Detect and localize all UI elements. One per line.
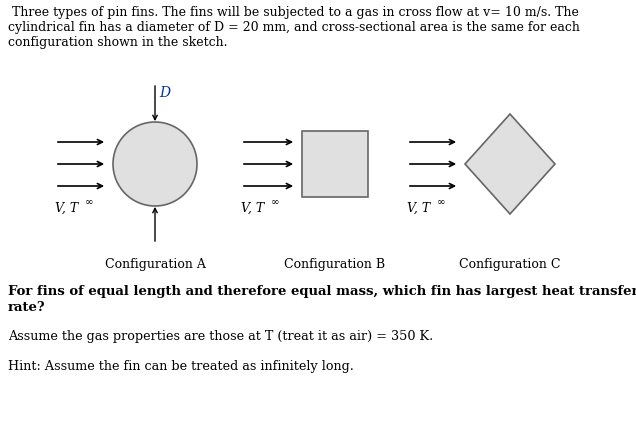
Text: Assume the gas properties are those at T (treat it as air) = 350 K.: Assume the gas properties are those at T… xyxy=(8,329,433,342)
Text: ∞: ∞ xyxy=(437,197,446,206)
Text: V, T: V, T xyxy=(407,202,430,215)
Text: Configuration B: Configuration B xyxy=(284,258,385,270)
Text: configuration shown in the sketch.: configuration shown in the sketch. xyxy=(8,36,228,49)
Text: V, T: V, T xyxy=(241,202,264,215)
Text: rate?: rate? xyxy=(8,300,46,313)
Text: ∞: ∞ xyxy=(85,197,93,206)
Polygon shape xyxy=(465,115,555,215)
Bar xyxy=(302,132,368,197)
Text: Hint: Assume the fin can be treated as infinitely long.: Hint: Assume the fin can be treated as i… xyxy=(8,359,354,372)
Text: Three types of pin fins. The fins will be subjected to a gas in cross flow at v=: Three types of pin fins. The fins will b… xyxy=(8,6,579,19)
Text: V, T: V, T xyxy=(55,202,78,215)
Circle shape xyxy=(113,123,197,206)
Text: D: D xyxy=(159,86,170,100)
Text: Configuration A: Configuration A xyxy=(104,258,205,270)
Text: cylindrical fin has a diameter of D = 20 mm, and cross-sectional area is the sam: cylindrical fin has a diameter of D = 20… xyxy=(8,21,580,34)
Text: ∞: ∞ xyxy=(271,197,280,206)
Text: For fins of equal length and therefore equal mass, which fin has largest heat tr: For fins of equal length and therefore e… xyxy=(8,284,636,297)
Text: Configuration C: Configuration C xyxy=(459,258,561,270)
